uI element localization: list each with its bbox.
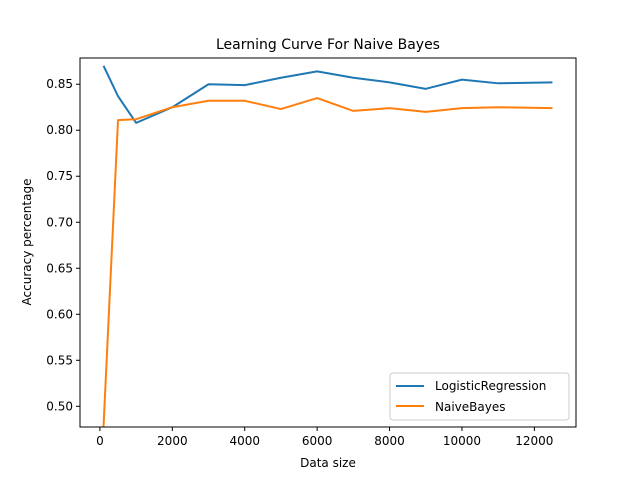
legend-label-naivebayes: NaiveBayes <box>435 400 505 414</box>
y-axis-label: Accuracy percentage <box>20 179 34 306</box>
y-tick-label: 0.60 <box>46 307 73 321</box>
y-tick-label: 0.80 <box>46 123 73 137</box>
x-tick-label: 10000 <box>443 434 481 448</box>
y-tick-label: 0.75 <box>46 169 73 183</box>
legend-label-logisticregression: LogisticRegression <box>435 379 546 393</box>
chart-title: Learning Curve For Naive Bayes <box>216 37 440 53</box>
x-tick-label: 4000 <box>229 434 260 448</box>
y-tick-label: 0.65 <box>46 261 73 275</box>
x-tick-label: 8000 <box>374 434 405 448</box>
y-tick-label: 0.70 <box>46 215 73 229</box>
series-line-naivebayes <box>102 97 553 427</box>
plot-frame <box>79 57 577 428</box>
x-tick-label: 12000 <box>515 434 553 448</box>
series-lines <box>102 65 553 427</box>
series-line-logisticregression <box>102 65 553 124</box>
legend: LogisticRegression NaiveBayes <box>389 372 570 421</box>
legend-box <box>389 372 570 421</box>
y-tick-label: 0.50 <box>46 399 73 413</box>
y-axis-ticks: 0.50 0.55 0.60 0.65 0.70 0.75 0.80 0.85 <box>46 77 80 413</box>
x-tick-label: 2000 <box>157 434 188 448</box>
y-tick-label: 0.55 <box>46 353 73 367</box>
y-tick-label: 0.85 <box>46 77 73 91</box>
x-tick-label: 6000 <box>302 434 333 448</box>
x-tick-label: 0 <box>96 434 104 448</box>
x-axis-ticks: 0 2000 4000 6000 8000 10000 12000 <box>96 427 553 448</box>
x-axis-label: Data size <box>300 456 356 470</box>
